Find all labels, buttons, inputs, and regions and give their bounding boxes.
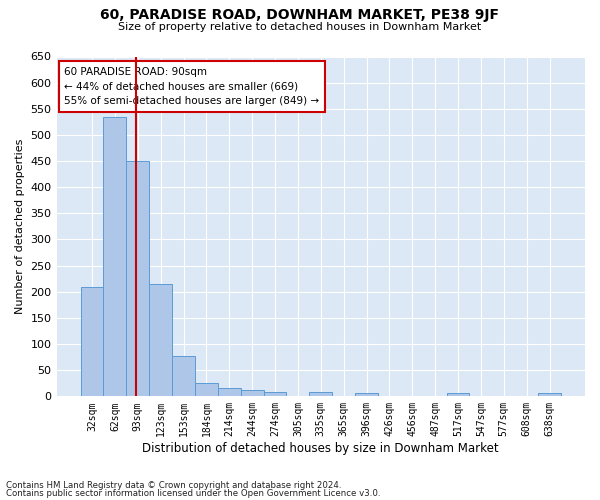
Bar [263, 392, 286, 396]
Bar [80, 286, 103, 397]
Text: 60 PARADISE ROAD: 90sqm
← 44% of detached houses are smaller (669)
55% of semi-d: 60 PARADISE ROAD: 90sqm ← 44% of detache… [64, 66, 320, 106]
Bar [149, 284, 172, 397]
Bar [241, 390, 263, 396]
Bar [195, 384, 218, 396]
Text: Size of property relative to detached houses in Downham Market: Size of property relative to detached ho… [118, 22, 482, 32]
Text: 60, PARADISE ROAD, DOWNHAM MARKET, PE38 9JF: 60, PARADISE ROAD, DOWNHAM MARKET, PE38 … [101, 8, 499, 22]
Bar [103, 116, 127, 396]
Bar [538, 393, 561, 396]
Bar [310, 392, 332, 396]
Text: Contains HM Land Registry data © Crown copyright and database right 2024.: Contains HM Land Registry data © Crown c… [6, 481, 341, 490]
Bar [446, 393, 469, 396]
X-axis label: Distribution of detached houses by size in Downham Market: Distribution of detached houses by size … [142, 442, 499, 455]
Bar [218, 388, 241, 396]
Text: Contains public sector information licensed under the Open Government Licence v3: Contains public sector information licen… [6, 488, 380, 498]
Y-axis label: Number of detached properties: Number of detached properties [15, 138, 25, 314]
Bar [127, 161, 149, 396]
Bar [355, 393, 378, 396]
Bar [172, 356, 195, 397]
